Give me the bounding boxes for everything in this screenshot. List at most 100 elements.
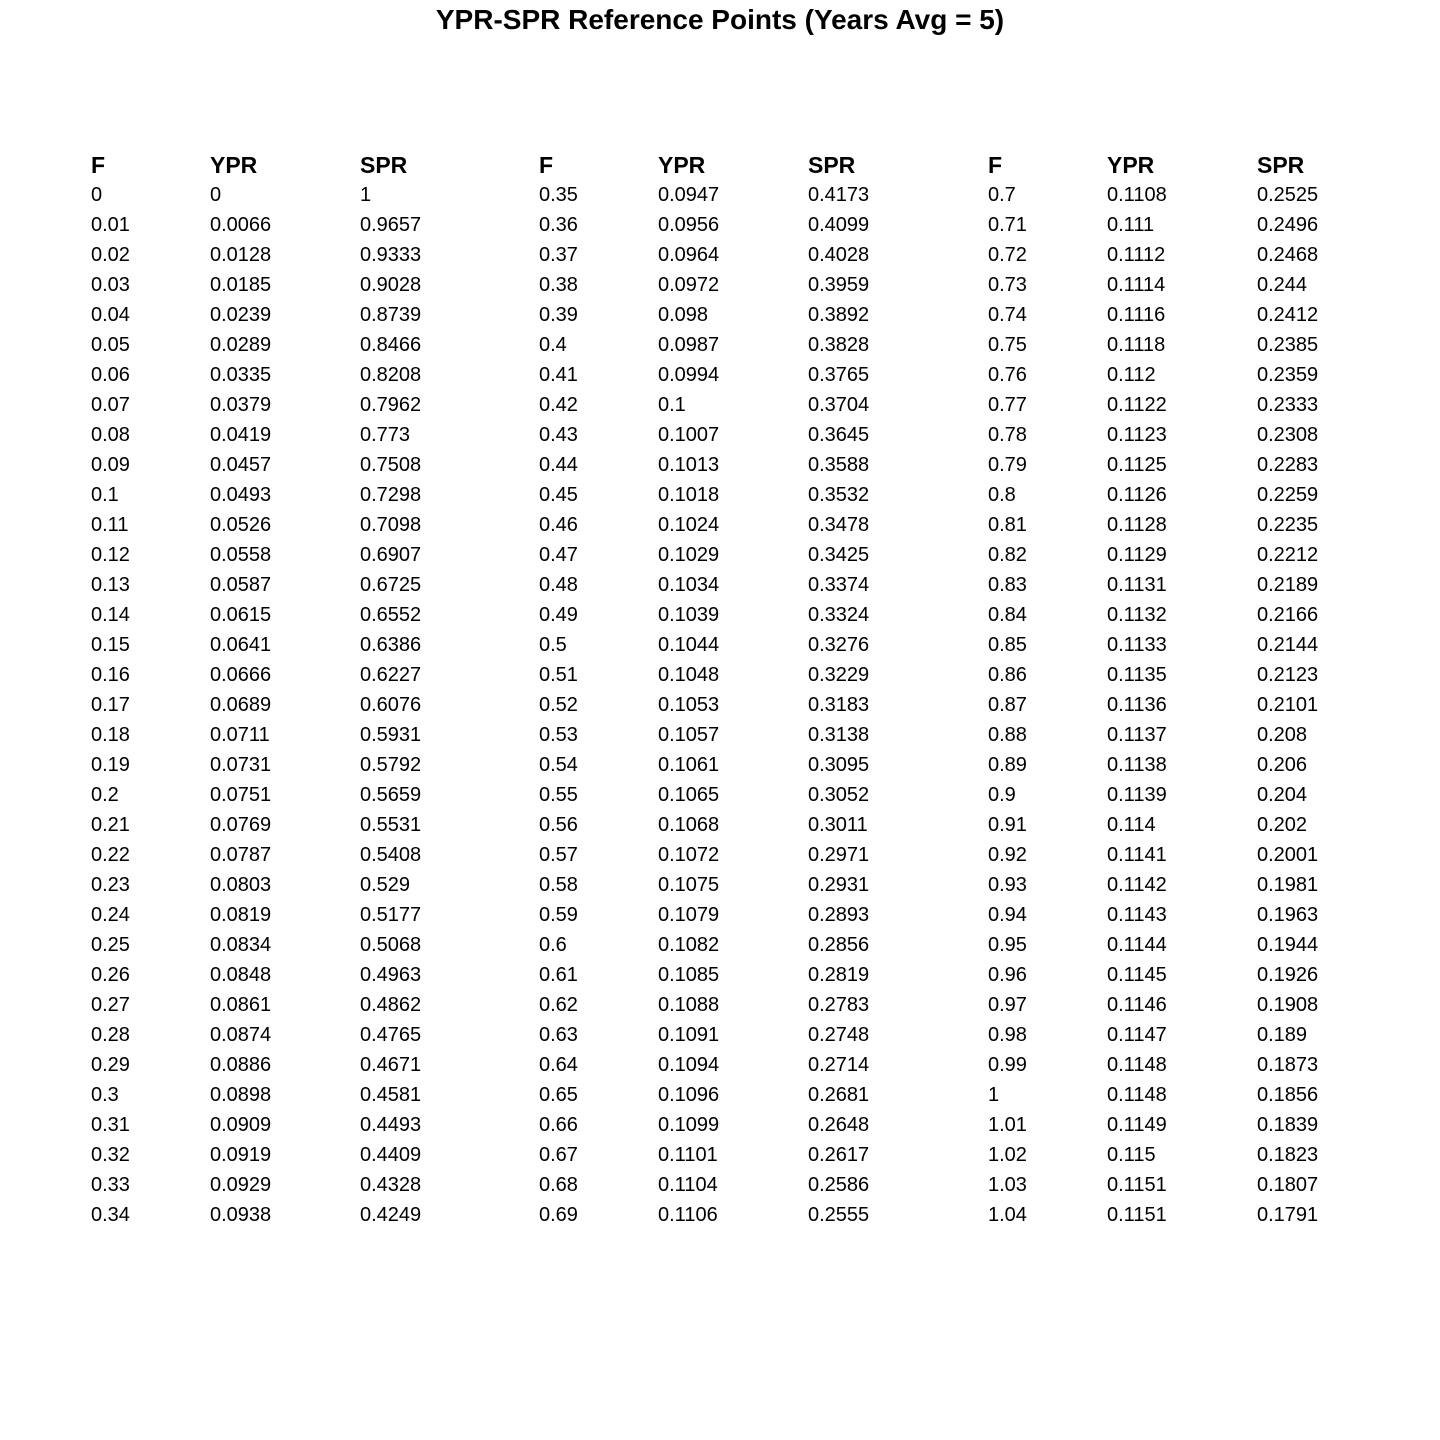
table-row: 0.8 0.1126 0.2259 — [988, 480, 1328, 510]
column-header-ypr: YPR — [658, 152, 706, 178]
table-row: 0.71 0.111 0.2496 — [988, 210, 1328, 240]
table-row: 0.12 0.0558 0.6907 — [91, 540, 431, 570]
cell-f: 0.38 — [539, 274, 578, 296]
cell-f: 0.24 — [91, 904, 130, 926]
cell-ypr: 0.1044 — [658, 634, 720, 656]
cell-spr: 0.189 — [1257, 1024, 1308, 1046]
cell-ypr: 0.0457 — [210, 454, 272, 476]
cell-spr: 0.5408 — [360, 844, 422, 866]
cell-f: 0.19 — [91, 754, 130, 776]
cell-ypr: 0.1024 — [658, 514, 720, 536]
cell-f: 0.9 — [988, 784, 1016, 806]
cell-f: 0.33 — [91, 1174, 130, 1196]
cell-spr: 0.6227 — [360, 664, 422, 686]
cell-ypr: 0.0558 — [210, 544, 272, 566]
cell-f: 0.2 — [91, 784, 119, 806]
column-header-spr: SPR — [1257, 152, 1305, 178]
cell-spr: 0.8208 — [360, 364, 422, 386]
cell-spr: 0.5931 — [360, 724, 422, 746]
cell-ypr: 0.1053 — [658, 694, 720, 716]
table-row: 0.42 0.1 0.3704 — [539, 390, 879, 420]
cell-spr: 0.5792 — [360, 754, 422, 776]
cell-spr: 0.2101 — [1257, 694, 1319, 716]
cell-spr: 0.7298 — [360, 484, 422, 506]
cell-f: 0.61 — [539, 964, 578, 986]
table-row: 0.92 0.1141 0.2001 — [988, 840, 1328, 870]
cell-ypr: 0.1123 — [1107, 424, 1167, 446]
cell-ypr: 0.112 — [1107, 364, 1156, 386]
table-row: 0.26 0.0848 0.4963 — [91, 960, 431, 990]
cell-f: 0.86 — [988, 664, 1027, 686]
cell-f: 0.53 — [539, 724, 578, 746]
cell-ypr: 0.1141 — [1107, 844, 1167, 866]
table-row: 0.91 0.114 0.202 — [988, 810, 1328, 840]
cell-f: 0.05 — [91, 334, 130, 356]
table-row: 0.35 0.0947 0.4173 — [539, 180, 879, 210]
cell-spr: 0.7962 — [360, 394, 422, 416]
cell-spr: 0.4028 — [808, 244, 870, 266]
table-row: 0.86 0.1135 0.2123 — [988, 660, 1328, 690]
table-row: 0.31 0.0909 0.4493 — [91, 1110, 431, 1140]
table-row: 0.02 0.0128 0.9333 — [91, 240, 431, 270]
table-block-1: F YPR SPR 0 0 1 0.01 0.0066 0.9657 0.02 0.0128 0.93… — [91, 150, 431, 1230]
cell-spr: 0.2166 — [1257, 604, 1319, 626]
cell-f: 0.87 — [988, 694, 1027, 716]
cell-spr: 0.2893 — [808, 904, 870, 926]
cell-f: 0.91 — [988, 814, 1027, 836]
cell-f: 0.27 — [91, 994, 130, 1016]
cell-ypr: 0.1034 — [658, 574, 720, 596]
cell-spr: 0.2144 — [1257, 634, 1319, 656]
cell-f: 0.81 — [988, 514, 1027, 536]
table-row: 0.61 0.1085 0.2819 — [539, 960, 879, 990]
cell-ypr: 0.0947 — [658, 184, 720, 206]
cell-ypr: 0.1128 — [1107, 514, 1167, 536]
cell-ypr: 0.0972 — [658, 274, 720, 296]
table-row: 0.09 0.0457 0.7508 — [91, 450, 431, 480]
cell-f: 0.6 — [539, 934, 567, 956]
cell-spr: 0.1791 — [1257, 1204, 1319, 1226]
cell-f: 0.59 — [539, 904, 578, 926]
cell-ypr: 0.0587 — [210, 574, 272, 596]
cell-spr: 0.4671 — [360, 1054, 422, 1076]
cell-spr: 0.1856 — [1257, 1084, 1319, 1106]
table-row: 0.67 0.1101 0.2617 — [539, 1140, 879, 1170]
cell-ypr: 0.1148 — [1107, 1084, 1167, 1106]
cell-f: 0.8 — [988, 484, 1016, 506]
cell-f: 0.03 — [91, 274, 130, 296]
cell-ypr: 0.0666 — [210, 664, 272, 686]
cell-spr: 0.6725 — [360, 574, 422, 596]
table-row: 0.76 0.112 0.2359 — [988, 360, 1328, 390]
table-row: 0.53 0.1057 0.3138 — [539, 720, 879, 750]
page-title: YPR-SPR Reference Points (Years Avg = 5) — [435, 4, 1005, 35]
cell-spr: 0.8739 — [360, 304, 422, 326]
cell-ypr: 0.0769 — [210, 814, 272, 836]
cell-spr: 0.1963 — [1257, 904, 1319, 926]
table-row: 0.18 0.0711 0.5931 — [91, 720, 431, 750]
table-row: 0 0 1 — [91, 180, 431, 210]
cell-spr: 0.6907 — [360, 544, 422, 566]
cell-ypr: 0.0929 — [210, 1174, 272, 1196]
cell-f: 0.11 — [91, 514, 129, 536]
cell-spr: 0.3011 — [808, 814, 868, 836]
cell-f: 1.03 — [988, 1174, 1027, 1196]
cell-spr: 0.1926 — [1257, 964, 1319, 986]
table-row: 0.84 0.1132 0.2166 — [988, 600, 1328, 630]
cell-spr: 0.2123 — [1257, 664, 1319, 686]
cell-f: 0.77 — [988, 394, 1027, 416]
cell-spr: 0.2555 — [808, 1204, 870, 1226]
table-row: 0.96 0.1145 0.1926 — [988, 960, 1328, 990]
cell-f: 0.73 — [988, 274, 1027, 296]
cell-ypr: 0.0834 — [210, 934, 272, 956]
cell-f: 0.64 — [539, 1054, 578, 1076]
cell-spr: 0.2496 — [1257, 214, 1319, 236]
cell-f: 0.75 — [988, 334, 1027, 356]
cell-spr: 0.2385 — [1257, 334, 1319, 356]
table-row: 0.54 0.1061 0.3095 — [539, 750, 879, 780]
cell-spr: 0.3765 — [808, 364, 870, 386]
cell-f: 0.29 — [91, 1054, 130, 1076]
table-row: 0.81 0.1128 0.2235 — [988, 510, 1328, 540]
table-row: 0.23 0.0803 0.529 — [91, 870, 431, 900]
cell-f: 1.02 — [988, 1144, 1027, 1166]
cell-f: 0.76 — [988, 364, 1027, 386]
cell-spr: 0.4493 — [360, 1114, 422, 1136]
